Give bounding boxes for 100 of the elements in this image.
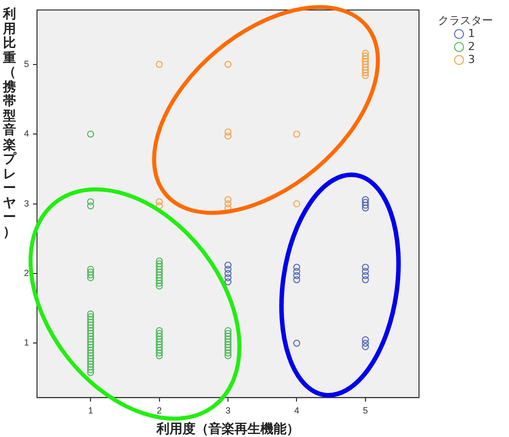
point [362,276,369,284]
point [362,50,369,57]
point [156,263,163,270]
legend-title: クラスター [438,14,493,27]
point [156,327,163,334]
point [224,346,232,354]
point [224,344,232,351]
point [362,202,369,209]
point [156,344,163,351]
point [87,198,94,206]
point [293,340,300,347]
y-tick-label: 4 [24,128,30,139]
point [224,349,232,356]
point [87,313,94,320]
point [87,327,94,334]
point [87,332,94,340]
point [362,268,369,275]
point [362,336,369,344]
point [87,202,94,210]
point [362,66,369,74]
y-tick-label: 1 [24,338,30,348]
point [156,198,163,206]
point [156,352,163,360]
point [87,271,94,278]
y-tick-label: 3 [24,198,30,208]
point [87,266,94,273]
point [362,196,369,204]
point [87,324,94,332]
point [224,270,232,278]
point [293,276,300,284]
point [224,338,232,346]
y-tick-label: 5 [24,58,30,69]
point [87,344,94,351]
point [362,64,369,71]
point [87,349,94,356]
point [362,72,369,80]
point [224,278,232,286]
point [362,69,369,76]
point [156,346,163,354]
point [224,262,232,269]
point [293,130,300,138]
x-tick-label: 2 [156,405,162,416]
point [224,266,232,273]
legend-label: 2 [468,40,475,53]
point [156,274,163,282]
point [362,264,369,271]
point [87,268,94,276]
point [293,200,300,208]
point [362,343,369,350]
point [87,360,94,368]
point [87,366,94,374]
x-tick-label: 1 [88,405,94,416]
point [156,260,163,268]
point [156,268,163,276]
point [156,338,163,346]
point [156,336,163,343]
point [156,257,163,264]
point [362,60,369,68]
point [293,272,300,280]
point [224,330,232,337]
point [224,336,232,343]
point [87,318,94,326]
point [156,349,163,356]
point [293,264,300,271]
point [224,332,232,340]
point [87,355,94,362]
point [362,55,369,62]
point [87,330,94,337]
x-tick-label: 4 [294,405,300,416]
point [156,276,163,284]
point [156,330,163,337]
point [224,132,232,140]
point [87,336,94,343]
point [224,128,232,136]
point [156,282,163,290]
point [87,274,94,282]
point [156,341,163,348]
y-tick-label: 2 [24,268,30,278]
x-axis-title: 利用度（音楽再生機能） [156,420,300,436]
text: 利用比重（携帯型音楽プレーヤー） [3,7,16,240]
x-tick-label: 5 [362,405,368,416]
point [156,280,163,287]
point [87,130,94,138]
legend-label: 1 [468,27,475,40]
point [362,58,369,66]
point [156,271,163,278]
point [87,352,94,360]
point [293,268,300,275]
point [87,369,94,376]
point [224,196,232,204]
point [362,204,369,212]
point [87,358,94,365]
point [87,363,94,370]
point [362,340,369,347]
point [156,332,163,340]
point [87,310,94,318]
point [224,341,232,348]
legend-label: 3 [468,53,475,66]
point [362,272,369,280]
point [224,352,232,360]
